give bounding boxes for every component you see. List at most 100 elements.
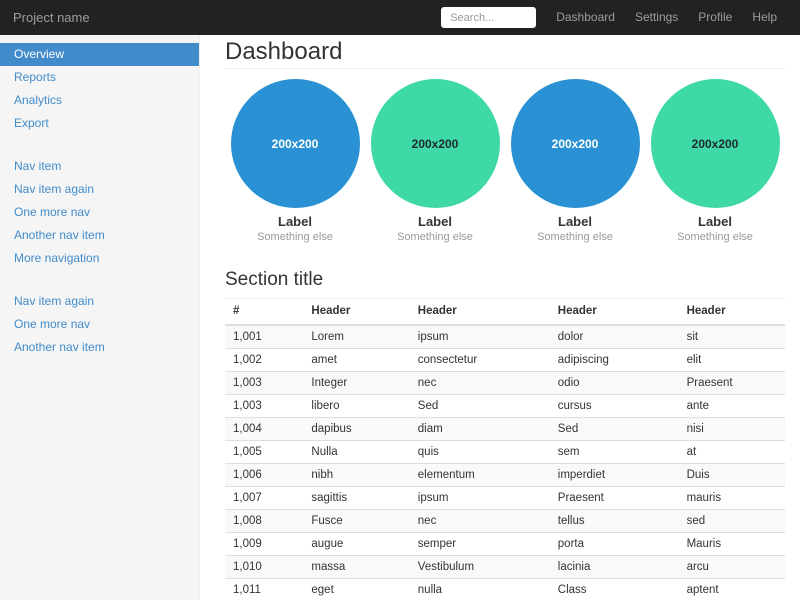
sidebar-group-1: Overview Reports Analytics Export — [0, 43, 199, 135]
table-cell: aptent — [678, 578, 785, 600]
row-id-cell: 1,008 — [225, 509, 304, 533]
column-header-3: Header — [409, 299, 550, 326]
row-id-cell: 1,011 — [225, 578, 304, 600]
placeholder-label: Label — [698, 214, 732, 229]
table-row: 1,009 augue semper porta Mauris — [225, 532, 785, 556]
placeholder-sublabel: Something else — [257, 231, 333, 243]
table-cell: sit — [678, 324, 785, 349]
table-cell: Class — [549, 578, 679, 600]
table-row: 1,003 libero Sed cursus ante — [225, 394, 785, 418]
placeholder-2: 200x200 Label Something else — [365, 79, 505, 243]
column-header-4: Header — [549, 299, 679, 326]
sidebar-item-nav-item[interactable]: Nav item — [14, 159, 62, 173]
brand-link[interactable]: Project name — [13, 10, 90, 25]
table-cell: imperdiet — [549, 463, 679, 487]
row-id-cell: 1,007 — [225, 486, 304, 510]
table-cell: quis — [409, 440, 550, 464]
column-header-5: Header — [678, 299, 785, 326]
placeholder-image: 200x200 — [370, 79, 500, 208]
navbar-link-dashboard[interactable]: Dashboard — [556, 10, 615, 24]
sidebar-item-one-more-nav[interactable]: One more nav — [14, 317, 91, 331]
table-cell: Lorem — [303, 324, 410, 349]
table-cell: Praesent — [549, 486, 679, 510]
table-row: 1,011 eget nulla Class aptent — [225, 578, 785, 600]
row-id-cell: 1,009 — [225, 532, 304, 556]
sidebar-item-analytics[interactable]: Analytics — [14, 93, 63, 107]
table-cell: Vestibulum — [409, 555, 550, 579]
sidebar-item-overview[interactable]: Overview — [0, 43, 199, 66]
navbar-link-settings[interactable]: Settings — [634, 10, 679, 24]
table-row: 1,001 Lorem ipsum dolor sit — [225, 324, 785, 349]
table-cell: nulla — [409, 578, 550, 600]
table-row: 1,003 Integer nec odio Praesent — [225, 371, 785, 395]
sidebar-item-another-nav-item[interactable]: Another nav item — [14, 340, 105, 354]
sidebar: Overview Reports Analytics Export Nav item Na… — [0, 35, 200, 600]
placeholder-row: 200x200 Label Something else 200x200 Label So… — [225, 79, 785, 243]
placeholder-image: 200x200 — [510, 79, 640, 208]
navbar-right: Dashboard Settings Profile Help — [441, 0, 800, 35]
column-header-1: # — [225, 299, 304, 326]
table-cell: semper — [409, 532, 550, 556]
table-row: 1,010 massa Vestibulum lacinia arcu — [225, 555, 785, 579]
sidebar-item-another-nav-item[interactable]: Another nav item — [14, 228, 105, 242]
navbar-links: Dashboard Settings Profile Help — [546, 0, 787, 35]
table-row: 1,006 nibh elementum imperdiet Duis — [225, 463, 785, 487]
table-cell: Fusce — [303, 509, 410, 533]
row-id-cell: 1,003 — [225, 371, 304, 395]
table-cell: tellus — [549, 509, 679, 533]
table-cell: dapibus — [303, 417, 410, 441]
placeholder-label: Label — [278, 214, 312, 229]
placeholder-sublabel: Something else — [677, 231, 753, 243]
table-cell: augue — [303, 532, 410, 556]
row-id-cell: 1,001 — [225, 324, 304, 349]
table-cell: Integer — [303, 371, 410, 395]
table-cell: eget — [303, 578, 410, 600]
data-table: # Header Header Header Header 1,001 Lorem ipsu… — [225, 299, 785, 600]
table-cell: mauris — [678, 486, 785, 510]
table-cell: elit — [678, 348, 785, 372]
placeholder-label: Label — [418, 214, 452, 229]
table-cell: ante — [678, 394, 785, 418]
table-cell: sed — [678, 509, 785, 533]
main-content: Dashboard 200x200 Label Something else 200x… — [200, 35, 800, 600]
table-cell: ipsum — [409, 486, 550, 510]
table-cell: nec — [409, 509, 550, 533]
table-row: 1,002 amet consectetur adipiscing elit — [225, 348, 785, 372]
table-cell: libero — [303, 394, 410, 418]
table-cell: nec — [409, 371, 550, 395]
table-cell: adipiscing — [549, 348, 679, 372]
table-cell: Praesent — [678, 371, 785, 395]
top-navbar: Project name Dashboard Settings Profile Hel… — [0, 0, 800, 35]
placeholder-label: Label — [558, 214, 592, 229]
table-cell: massa — [303, 555, 410, 579]
page-title: Dashboard — [225, 39, 785, 69]
table-cell: cursus — [549, 394, 679, 418]
sidebar-item-export[interactable]: Export — [14, 116, 49, 130]
navbar-link-profile[interactable]: Profile — [698, 10, 733, 24]
placeholder-1: 200x200 Label Something else — [225, 79, 365, 243]
sidebar-group-2: Nav item Nav item again One more nav Anothe… — [0, 155, 199, 270]
table-cell: consectetur — [409, 348, 550, 372]
sidebar-item-nav-item-again[interactable]: Nav item again — [14, 182, 95, 196]
table-row: 1,004 dapibus diam Sed nisi — [225, 417, 785, 441]
sidebar-item-one-more-nav[interactable]: One more nav — [14, 205, 91, 219]
table-cell: nisi — [678, 417, 785, 441]
table-row: 1,007 sagittis ipsum Praesent mauris — [225, 486, 785, 510]
table-cell: sagittis — [303, 486, 410, 510]
table-header-row: # Header Header Header Header — [225, 299, 785, 326]
table-cell: porta — [549, 532, 679, 556]
sidebar-item-reports[interactable]: Reports — [14, 70, 57, 84]
table-cell: Duis — [678, 463, 785, 487]
navbar-link-help[interactable]: Help — [752, 10, 777, 24]
table-row: 1,005 Nulla quis sem at — [225, 440, 785, 464]
search-input[interactable] — [441, 7, 537, 28]
row-id-cell: 1,004 — [225, 417, 304, 441]
sidebar-item-nav-item-again[interactable]: Nav item again — [14, 294, 95, 308]
placeholder-3: 200x200 Label Something else — [505, 79, 645, 243]
row-id-cell: 1,010 — [225, 555, 304, 579]
sidebar-item-more-navigation[interactable]: More navigation — [14, 251, 100, 265]
table-cell: Nulla — [303, 440, 410, 464]
placeholder-sublabel: Something else — [397, 231, 473, 243]
row-id-cell: 1,005 — [225, 440, 304, 464]
table-cell: nibh — [303, 463, 410, 487]
